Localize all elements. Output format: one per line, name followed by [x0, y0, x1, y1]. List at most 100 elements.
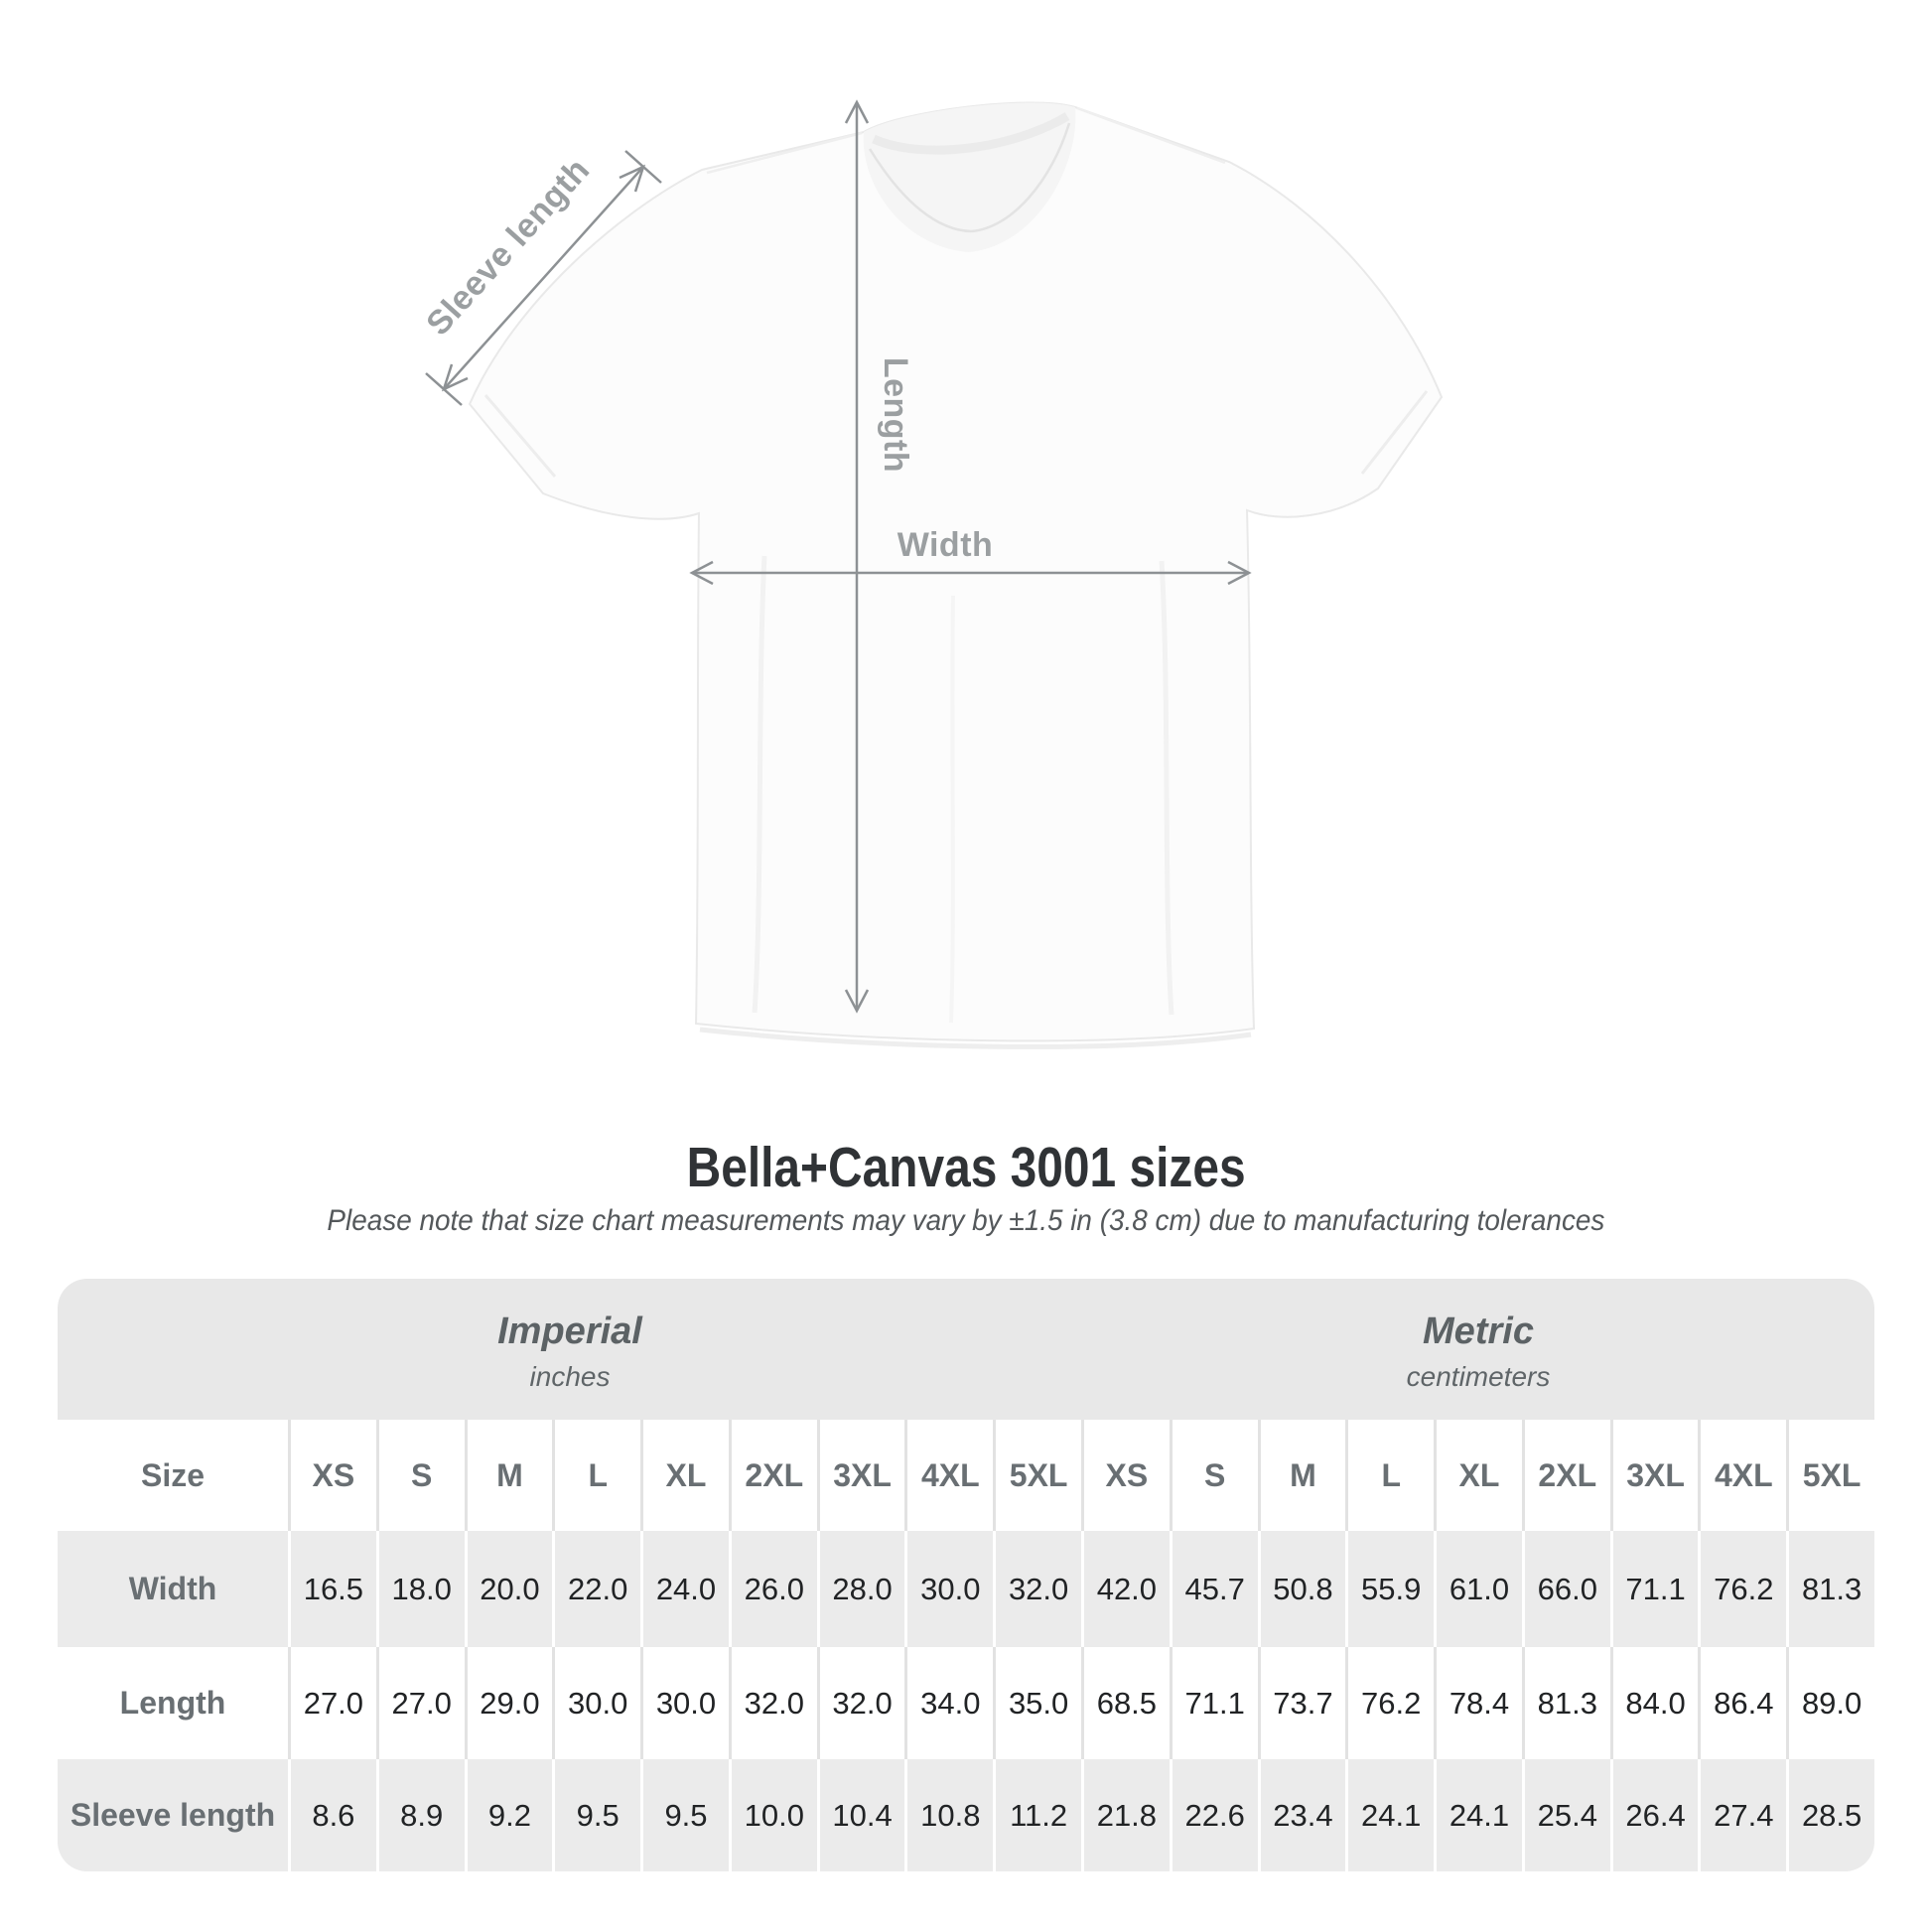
imperial-value: 9.2 — [464, 1759, 553, 1871]
size-header-metric: L — [1345, 1420, 1434, 1531]
row-label: Length — [119, 1685, 226, 1721]
imperial-value: 27.0 — [375, 1647, 465, 1759]
metric-value: 61.0 — [1434, 1531, 1522, 1647]
imperial-title: Imperial — [497, 1311, 642, 1352]
imperial-unit: inches — [529, 1361, 611, 1392]
metric-value: 21.8 — [1081, 1759, 1170, 1871]
metric-value: 81.3 — [1521, 1647, 1610, 1759]
metric-value: 23.4 — [1257, 1759, 1346, 1871]
right-cuff-seam — [1360, 390, 1429, 475]
size-header-metric: 5XL — [1786, 1420, 1874, 1531]
size-header-metric: 3XL — [1609, 1420, 1699, 1531]
length-label: Length — [877, 357, 914, 473]
size-table: Imperial inches Metric centimeters Size X… — [58, 1279, 1874, 1871]
right-shoulder-seam — [1076, 106, 1226, 165]
imperial-header: Imperial inches — [58, 1279, 1082, 1420]
metric-value: 28.5 — [1786, 1759, 1874, 1871]
size-header-metric: 2XL — [1521, 1420, 1610, 1531]
collar-band-seam — [868, 122, 1071, 233]
sleeve-length-arrow — [425, 150, 662, 406]
imperial-value: 9.5 — [640, 1759, 729, 1871]
size-header-imperial: L — [552, 1420, 640, 1531]
metric-value: 71.1 — [1609, 1531, 1699, 1647]
size-header-metric: S — [1169, 1420, 1258, 1531]
size-header-imperial: 4XL — [904, 1420, 993, 1531]
imperial-value: 30.0 — [640, 1647, 729, 1759]
imperial-value: 24.0 — [640, 1531, 729, 1647]
metric-value: 26.4 — [1609, 1759, 1699, 1871]
imperial-value: 30.0 — [552, 1647, 640, 1759]
metric-value: 25.4 — [1521, 1759, 1610, 1871]
imperial-value: 22.0 — [552, 1531, 640, 1647]
body-fold-center — [949, 595, 955, 1024]
metric-unit: centimeters — [1406, 1361, 1551, 1392]
page-title: Bella+Canvas 3001 sizes — [686, 1136, 1246, 1199]
size-header-imperial: M — [464, 1420, 553, 1531]
imperial-value: 8.9 — [375, 1759, 465, 1871]
size-header-row: Size XS S M L XL 2XL 3XL 4XL 5XL XS S M L XL 2XL 3XL 4XL 5… — [58, 1420, 1874, 1531]
tshirt-diagram: Sleeve length Length Width — [419, 99, 1444, 1049]
size-header-imperial: 2XL — [728, 1420, 817, 1531]
size-header-imperial: XS — [288, 1420, 376, 1531]
imperial-value: 32.0 — [728, 1647, 817, 1759]
metric-value: 45.7 — [1169, 1531, 1258, 1647]
body-fold-right — [1159, 560, 1174, 1016]
imperial-value: 29.0 — [464, 1647, 553, 1759]
metric-value: 73.7 — [1257, 1647, 1346, 1759]
metric-value: 86.4 — [1698, 1647, 1786, 1759]
size-header-metric: M — [1257, 1420, 1346, 1531]
metric-value: 55.9 — [1345, 1531, 1434, 1647]
size-header-metric: XS — [1081, 1420, 1170, 1531]
metric-value: 42.0 — [1081, 1531, 1170, 1647]
size-header-metric: XL — [1434, 1420, 1522, 1531]
size-header-imperial: S — [375, 1420, 465, 1531]
imperial-value: 10.0 — [728, 1759, 817, 1871]
imperial-value: 35.0 — [993, 1647, 1081, 1759]
size-column-header: Size — [140, 1456, 206, 1493]
collar-back-shadow — [872, 112, 1070, 155]
metric-value: 78.4 — [1434, 1647, 1522, 1759]
metric-value: 22.6 — [1169, 1759, 1258, 1871]
left-cuff-seam — [483, 394, 557, 478]
metric-value: 68.5 — [1081, 1647, 1170, 1759]
imperial-value: 9.5 — [552, 1759, 640, 1871]
imperial-value: 26.0 — [728, 1531, 817, 1647]
metric-value: 81.3 — [1786, 1531, 1874, 1647]
metric-value: 76.2 — [1345, 1647, 1434, 1759]
imperial-value: 27.0 — [288, 1647, 376, 1759]
metric-value: 50.8 — [1257, 1531, 1346, 1647]
imperial-value: 18.0 — [375, 1531, 465, 1647]
page-subtitle: Please note that size chart measurements… — [327, 1204, 1605, 1237]
imperial-value: 10.4 — [816, 1759, 905, 1871]
imperial-value: 11.2 — [993, 1759, 1081, 1871]
unit-header-row: Imperial inches Metric centimeters — [58, 1279, 1874, 1420]
metric-value: 76.2 — [1698, 1531, 1786, 1647]
measurement-row: Sleeve length 8.6 8.9 9.2 9.5 9.5 10.0 10.4 10.8… — [58, 1759, 1874, 1871]
metric-value: 24.1 — [1434, 1759, 1522, 1871]
size-header-imperial: 3XL — [816, 1420, 905, 1531]
width-label: Width — [897, 526, 994, 564]
row-label: Sleeve length — [69, 1797, 276, 1833]
metric-value: 27.4 — [1698, 1759, 1786, 1871]
size-header-metric: 4XL — [1698, 1420, 1786, 1531]
imperial-value: 30.0 — [904, 1531, 993, 1647]
metric-value: 84.0 — [1609, 1647, 1699, 1759]
width-arrow — [689, 560, 1252, 586]
imperial-value: 16.5 — [288, 1531, 376, 1647]
left-shoulder-seam — [706, 131, 863, 175]
imperial-value: 34.0 — [904, 1647, 993, 1759]
metric-value: 24.1 — [1345, 1759, 1434, 1871]
imperial-value: 8.6 — [288, 1759, 376, 1871]
size-header-imperial: 5XL — [993, 1420, 1081, 1531]
imperial-value: 28.0 — [816, 1531, 905, 1647]
size-header-imperial: XL — [640, 1420, 729, 1531]
imperial-value: 32.0 — [993, 1531, 1081, 1647]
imperial-value: 10.8 — [904, 1759, 993, 1871]
imperial-value: 20.0 — [464, 1531, 553, 1647]
metric-value: 89.0 — [1786, 1647, 1874, 1759]
imperial-value: 32.0 — [816, 1647, 905, 1759]
row-label: Width — [128, 1571, 217, 1606]
length-arrow — [844, 99, 870, 1014]
metric-value: 71.1 — [1169, 1647, 1258, 1759]
